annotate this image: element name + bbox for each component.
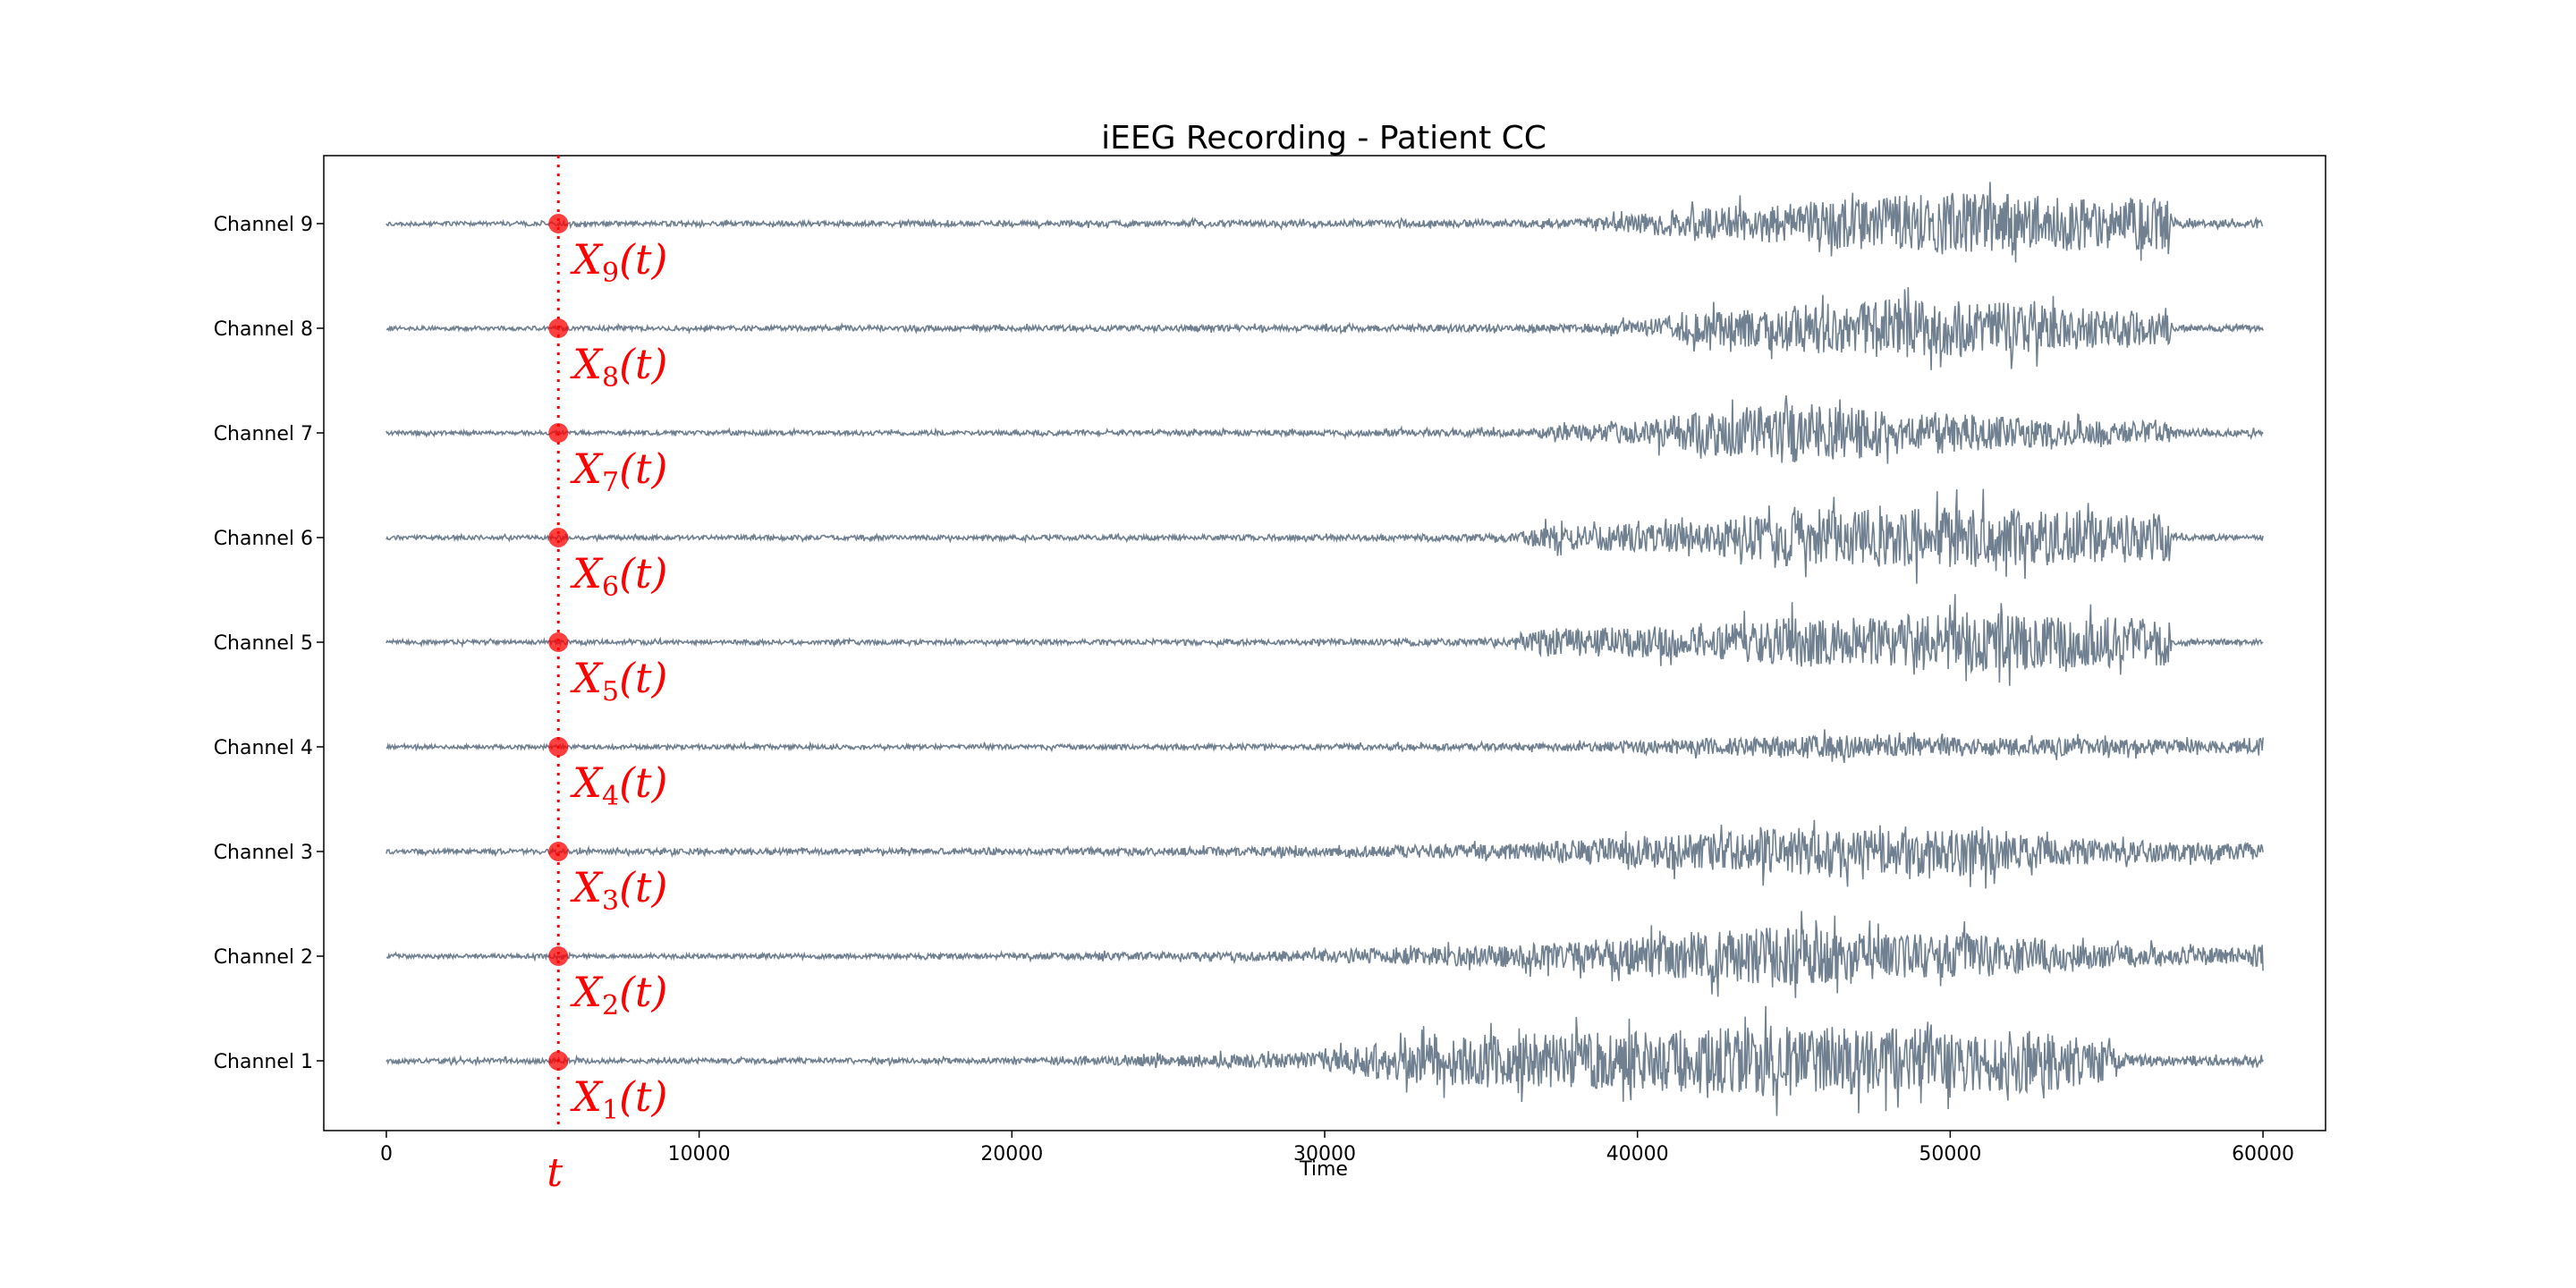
marker-label-channel-6: X6(t) [570, 549, 667, 603]
series-line-channel-1 [386, 1005, 2264, 1116]
marker-point-channel-3 [548, 842, 569, 861]
series-line-channel-2 [386, 911, 2264, 998]
marker-label-channel-8: X8(t) [570, 340, 667, 394]
marker-point-channel-7 [548, 423, 569, 443]
marker-point-channel-6 [548, 528, 569, 547]
marker-point-channel-5 [548, 632, 569, 652]
marker-point-channel-8 [548, 318, 569, 338]
y-tick-label-channel-1: Channel 1 [214, 1051, 313, 1073]
marker-label-channel-5: X5(t) [570, 654, 667, 708]
y-tick-label-channel-7: Channel 7 [214, 423, 313, 445]
x-axis-label: Time [1299, 1158, 1348, 1181]
y-tick-label-channel-5: Channel 5 [214, 632, 313, 655]
y-tick-label-channel-3: Channel 3 [214, 842, 313, 864]
y-tick-label-channel-2: Channel 2 [214, 946, 313, 969]
marker-label-channel-1: X1(t) [570, 1072, 667, 1126]
y-tick-label-channel-9: Channel 9 [214, 214, 313, 236]
series-line-channel-6 [386, 488, 2264, 584]
series-line-channel-8 [386, 286, 2264, 370]
marker-point-channel-2 [548, 946, 569, 966]
time-marker-label: t [547, 1150, 563, 1196]
x-tick-label: 40000 [1606, 1143, 1669, 1165]
series-line-channel-5 [386, 594, 2264, 686]
y-tick-label-channel-4: Channel 4 [214, 737, 313, 759]
series-line-channel-3 [386, 819, 2264, 889]
marker-point-channel-1 [548, 1051, 569, 1071]
x-tick-label: 30000 [1293, 1143, 1356, 1165]
x-tick-label: 50000 [1919, 1143, 1981, 1165]
marker-point-channel-4 [548, 737, 569, 757]
series-line-channel-4 [386, 729, 2264, 764]
marker-point-channel-9 [548, 214, 569, 233]
x-tick-label: 60000 [2232, 1143, 2294, 1165]
marker-label-channel-9: X9(t) [570, 235, 667, 289]
series-line-channel-7 [386, 395, 2264, 464]
marker-label-channel-2: X2(t) [570, 968, 667, 1021]
x-tick-label: 10000 [668, 1143, 731, 1165]
marker-label-channel-7: X7(t) [570, 445, 667, 498]
x-tick-label: 0 [380, 1143, 393, 1165]
marker-label-channel-4: X4(t) [570, 758, 667, 812]
x-tick-label: 20000 [980, 1143, 1043, 1165]
annotations: t X9(t) X8(t) X7(t) X6(t) X5(t) X4(t) X3(t) X2(t… [547, 156, 668, 1196]
marker-label-channel-3: X3(t) [570, 863, 667, 917]
x-axis: 0 10000 20000 30000 40000 50000 60000 [380, 1131, 2294, 1165]
series-line-channel-9 [386, 182, 2264, 263]
chart-title: iEEG Recording - Patient CC [1101, 120, 1546, 157]
y-axis: Channel 9 Channel 8 Channel 7 Channel 6 Chan… [214, 214, 324, 1073]
plot-area [386, 182, 2264, 1116]
y-tick-label-channel-8: Channel 8 [214, 318, 313, 341]
y-tick-label-channel-6: Channel 6 [214, 528, 313, 550]
